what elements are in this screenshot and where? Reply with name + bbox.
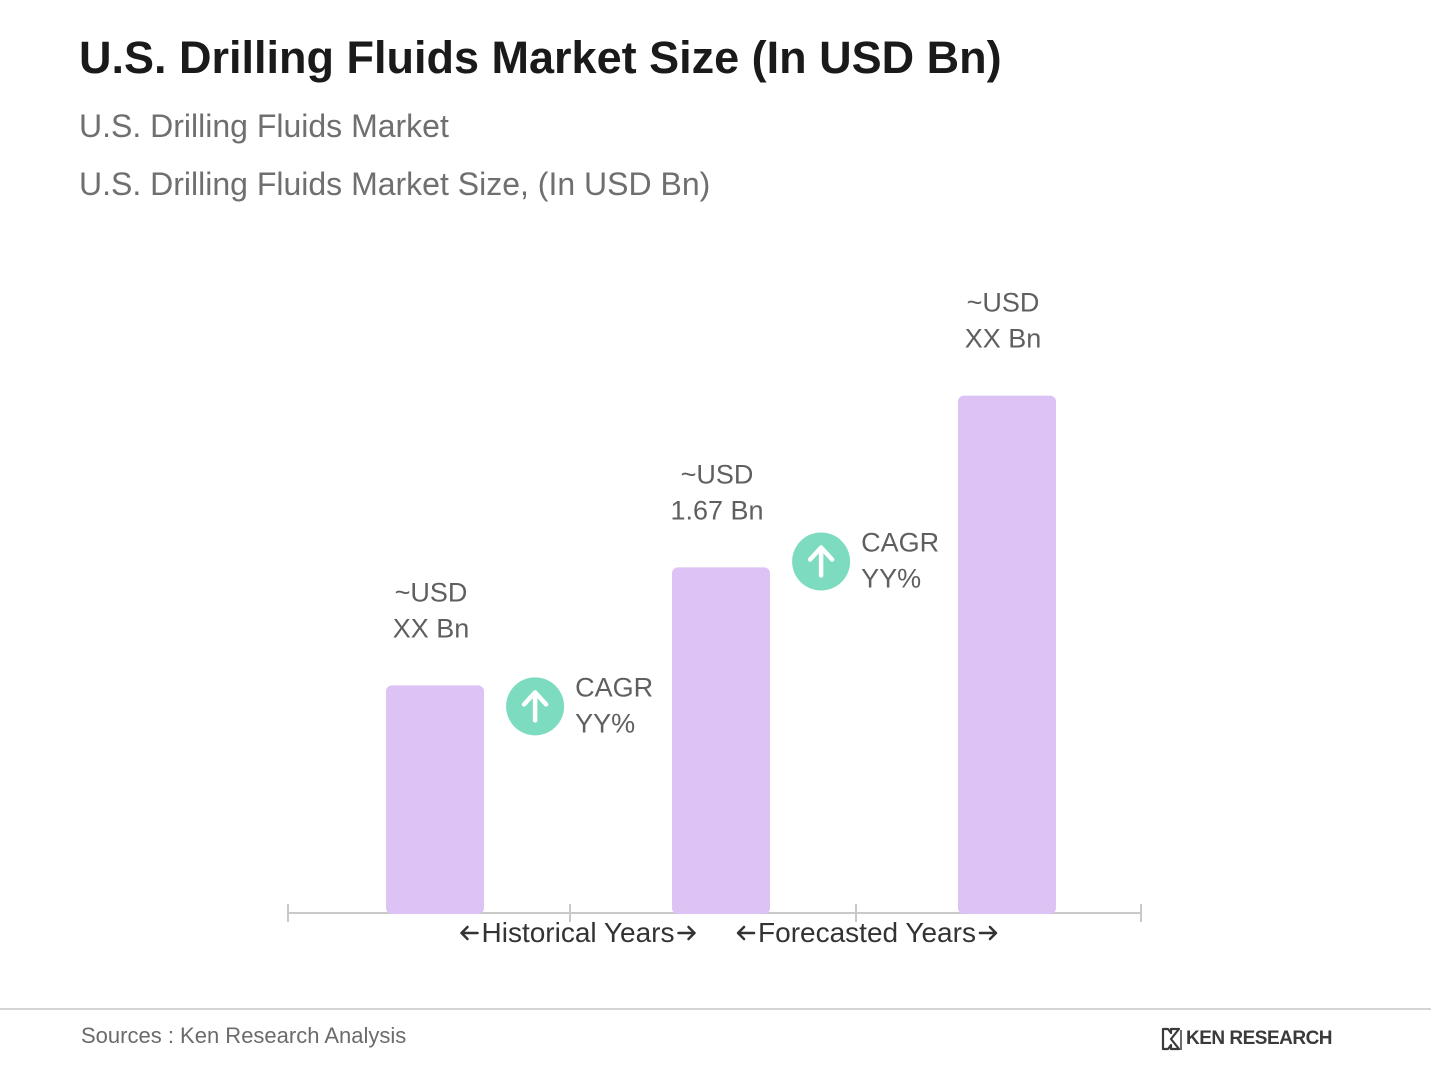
bar-chart: ~USD XX Bn ~USD 1.67 Bn ~USD XX Bn CAGR YY% CAGR… (287, 288, 1142, 948)
arrow-left-icon (460, 925, 479, 941)
bar-0 (386, 685, 484, 914)
source-note: Sources : Ken Research Analysis (81, 1023, 407, 1048)
cagr-label-0-0: CAGR (575, 672, 653, 702)
ken-research-logo: KEN RESEARCH (1160, 1025, 1350, 1053)
footer-divider (0, 1008, 1431, 1010)
bar-value-label-1-1: 1.67 Bn (670, 495, 763, 525)
bar-value-label-0-1: XX Bn (393, 613, 470, 643)
cagr-label-0-1: YY% (575, 708, 635, 738)
chart-title: U.S. Drilling Fluids Market Size (In USD… (79, 32, 1002, 83)
chart-subtitle-secondary: U.S. Drilling Fluids Market Size, (In US… (79, 166, 711, 202)
ken-research-logo-icon (1161, 1027, 1182, 1051)
period-label-0: Historical Years (482, 917, 675, 948)
period-label-1: Forecasted Years (758, 917, 976, 948)
bar-2 (958, 395, 1056, 914)
bar-value-label-2-0: ~USD (967, 288, 1040, 318)
logo-text: KEN RESEARCH (1186, 1028, 1333, 1049)
cagr-label-1-0: CAGR (861, 527, 939, 557)
arrow-up-icon (521, 690, 549, 723)
arrow-right-icon (978, 925, 998, 941)
bar-value-label-0-0: ~USD (395, 577, 468, 607)
bar-value-label-2-1: XX Bn (965, 324, 1042, 354)
arrow-up-icon (807, 545, 835, 578)
arrow-left-icon (736, 925, 756, 941)
bar-1 (672, 567, 770, 914)
chart-subtitle: U.S. Drilling Fluids Market (79, 108, 449, 144)
cagr-label-1-1: YY% (861, 563, 921, 593)
arrow-right-icon (677, 925, 696, 941)
bar-value-label-1-0: ~USD (681, 459, 754, 489)
